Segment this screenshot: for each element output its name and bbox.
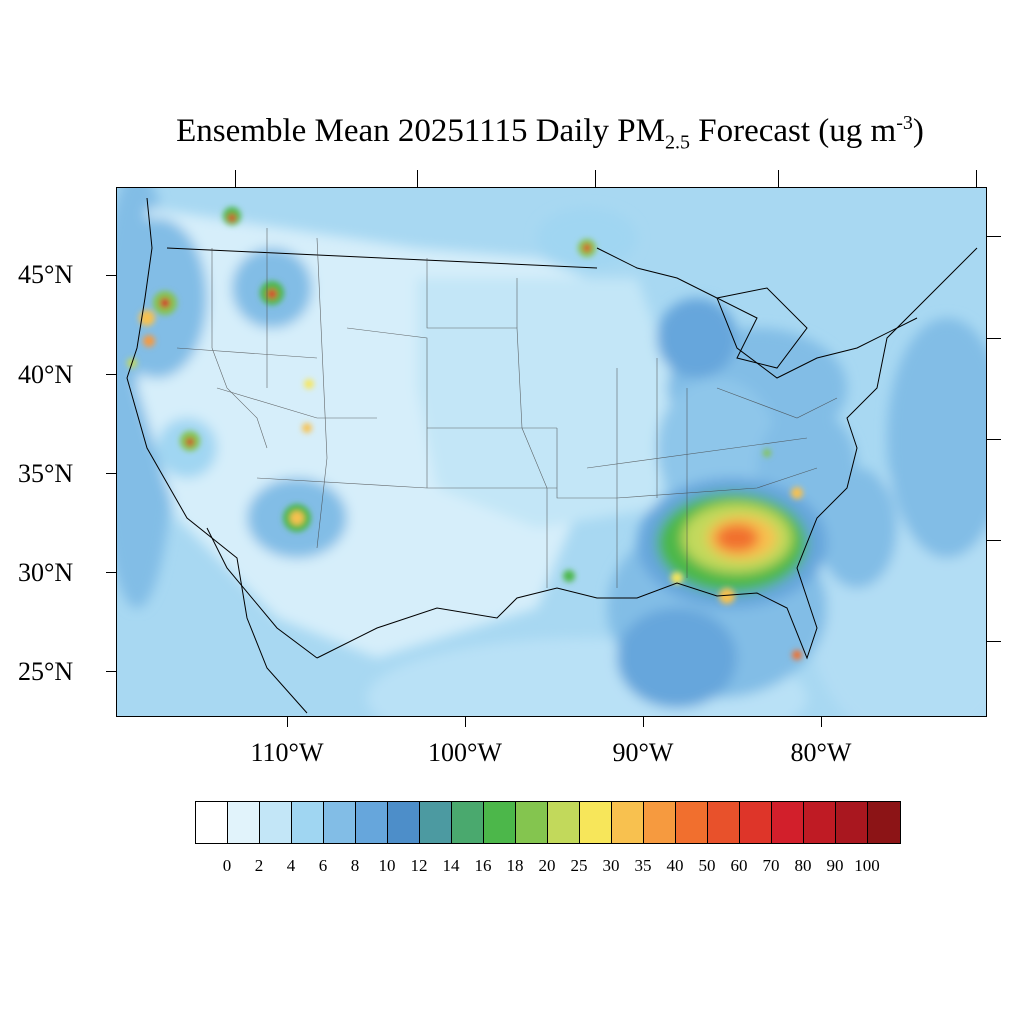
tick xyxy=(417,170,418,187)
tick xyxy=(106,275,116,276)
colorbar-swatch xyxy=(836,802,868,843)
lon-label-80: 80°W xyxy=(790,738,852,767)
tick xyxy=(643,717,644,727)
tick xyxy=(987,641,1001,642)
colorbar-swatch xyxy=(644,802,676,843)
colorbar-swatch xyxy=(356,802,388,843)
colorbar-swatch xyxy=(292,802,324,843)
colorbar-label: 60 xyxy=(730,856,748,875)
tick xyxy=(987,236,1001,237)
tick xyxy=(465,717,466,727)
lat-label-40: 40°N xyxy=(18,360,74,389)
colorbar-swatch xyxy=(708,802,740,843)
colorbar-label: 25 xyxy=(570,856,588,875)
colorbar-swatch xyxy=(324,802,356,843)
colorbar-label: 20 xyxy=(538,856,556,875)
colorbar-swatch xyxy=(420,802,452,843)
colorbar-label: 16 xyxy=(474,856,492,875)
colorbar-swatch xyxy=(772,802,804,843)
colorbar-label: 40 xyxy=(666,856,684,875)
colorbar-swatch xyxy=(804,802,836,843)
lon-label-100: 100°W xyxy=(428,738,502,767)
lon-label-110: 110°W xyxy=(250,738,324,767)
colorbar-label: 10 xyxy=(378,856,396,875)
tick xyxy=(976,170,977,187)
tick xyxy=(106,671,116,672)
colorbar-label: 35 xyxy=(634,856,652,875)
colorbar-swatch xyxy=(516,802,548,843)
colorbar-label: 14 xyxy=(442,856,460,875)
colorbar-label: 70 xyxy=(762,856,780,875)
colorbar xyxy=(195,801,901,844)
colorbar-label: 2 xyxy=(254,856,264,875)
tick xyxy=(987,338,1001,339)
tick xyxy=(235,170,236,187)
colorbar-swatch xyxy=(676,802,708,843)
map-title: Ensemble Mean 20251115 Daily PM2.5 Forec… xyxy=(176,112,924,154)
lon-label-90: 90°W xyxy=(612,738,674,767)
tick xyxy=(106,473,116,474)
colorbar-label: 0 xyxy=(222,856,232,875)
state-borders xyxy=(176,228,838,588)
colorbar-label: 90 xyxy=(826,856,844,875)
lat-label-25: 25°N xyxy=(18,657,74,686)
colorbar-label: 30 xyxy=(602,856,620,875)
colorbar-swatch xyxy=(868,802,900,843)
fire-hotspots xyxy=(127,207,803,660)
colorbar-swatch xyxy=(484,802,516,843)
lat-label-35: 35°N xyxy=(18,459,74,488)
colorbar-swatch xyxy=(388,802,420,843)
lat-label-45: 45°N xyxy=(18,260,74,289)
tick xyxy=(778,170,779,187)
colorbar-swatch xyxy=(228,802,260,843)
tick xyxy=(106,374,116,375)
colorbar-swatch xyxy=(452,802,484,843)
colorbar-swatch xyxy=(548,802,580,843)
tick xyxy=(106,572,116,573)
tick xyxy=(987,439,1001,440)
colorbar-label: 12 xyxy=(410,856,428,875)
pm25-map xyxy=(116,187,987,717)
tick xyxy=(987,540,1001,541)
tick xyxy=(287,717,288,727)
colorbar-label: 8 xyxy=(350,856,360,875)
colorbar-label: 80 xyxy=(794,856,812,875)
colorbar-swatch xyxy=(260,802,292,843)
colorbar-label: 100 xyxy=(854,856,880,875)
colorbar-swatch xyxy=(740,802,772,843)
tick xyxy=(595,170,596,187)
colorbar-swatch xyxy=(580,802,612,843)
colorbar-swatch xyxy=(612,802,644,843)
lat-label-30: 30°N xyxy=(18,558,74,587)
colorbar-swatch xyxy=(196,802,228,843)
colorbar-label: 18 xyxy=(506,856,524,875)
colorbar-label: 50 xyxy=(698,856,716,875)
colorbar-label: 6 xyxy=(318,856,328,875)
colorbar-label: 4 xyxy=(286,856,296,875)
tick xyxy=(821,717,822,727)
coastline-borders xyxy=(126,197,978,714)
